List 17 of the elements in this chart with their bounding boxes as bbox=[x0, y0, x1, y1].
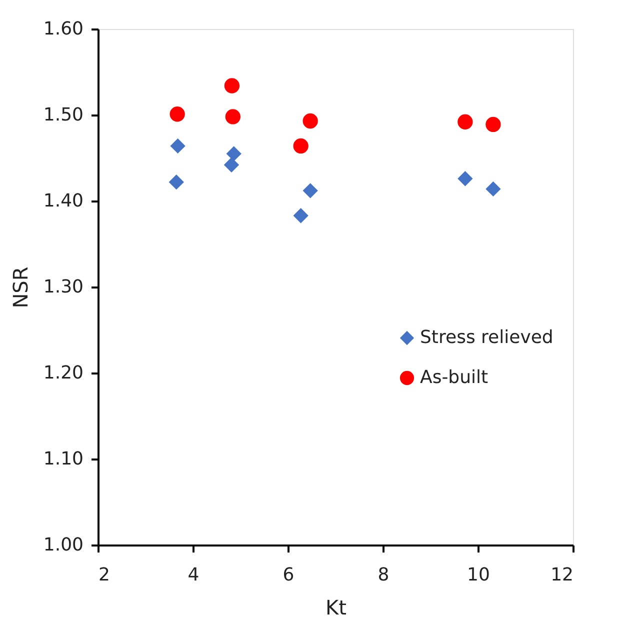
y-tick-label: 1.00 bbox=[43, 534, 84, 556]
x-tick-label: 12 bbox=[550, 564, 574, 586]
x-tick-label: 2 bbox=[98, 564, 110, 586]
y-tick-label: 1.40 bbox=[43, 190, 84, 212]
x-tick-label: 4 bbox=[188, 564, 200, 586]
x-tick-label: 8 bbox=[378, 564, 390, 586]
y-axis-title: NSR bbox=[8, 266, 32, 308]
x-tick-label: 6 bbox=[282, 564, 294, 586]
y-tick-label: 1.60 bbox=[43, 18, 84, 40]
y-tick-label: 1.30 bbox=[43, 276, 84, 298]
legend-label: As-built bbox=[420, 367, 488, 388]
y-tick-label: 1.50 bbox=[43, 104, 84, 126]
legend-label: Stress relieved bbox=[420, 327, 554, 348]
x-tick-label: 10 bbox=[467, 564, 490, 586]
y-tick-label: 1.10 bbox=[43, 448, 84, 470]
x-axis-title: Kt bbox=[326, 596, 347, 620]
y-tick-label: 1.20 bbox=[43, 362, 84, 384]
